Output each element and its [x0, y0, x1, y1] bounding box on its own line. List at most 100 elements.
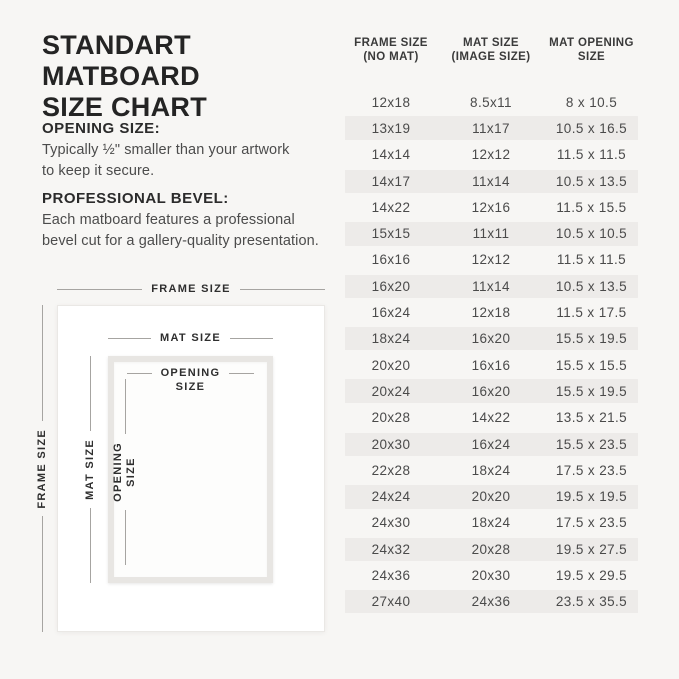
cell-frame-size: 20x28	[371, 410, 411, 426]
cell-mat-opening-size: 15.5 x 19.5	[555, 331, 628, 347]
dimension-line	[89, 507, 91, 584]
cell-mat-size: 20x30	[471, 567, 511, 583]
cell-mat-size: 16x20	[471, 331, 511, 347]
column-header-mat-opening-size: MAT OPENING SIZE	[549, 37, 634, 63]
cell-mat-opening-size: 10.5 x 13.5	[555, 173, 628, 189]
cell-mat-opening-size: 19.5 x 29.5	[555, 567, 628, 583]
size-table-header: FRAME SIZE (NO MAT) MAT SIZE (IMAGE SIZE…	[345, 36, 638, 64]
cell-mat-opening-size: 10.5 x 10.5	[555, 226, 628, 242]
cell-frame-size: 16x20	[371, 278, 411, 294]
table-row: 27x40 24x36 23.5 x 35.5	[345, 588, 638, 615]
mat-rectangle	[108, 356, 273, 583]
table-row: 14x14 12x12 11.5 x 11.5	[345, 142, 638, 168]
cell-mat-size: 12x16	[471, 199, 511, 215]
cell-mat-size: 11x14	[472, 278, 510, 294]
table-row: 24x30 18x24 17.5 x 23.5	[345, 510, 638, 536]
frame-size-vertical-dimension: FRAME SIZE	[35, 305, 49, 632]
table-row: 16x20 11x14 10.5 x 13.5	[345, 273, 638, 300]
mat-size-horizontal-label: MAT SIZE	[160, 332, 221, 344]
dimension-line	[239, 288, 325, 290]
note-professional-bevel-body: Each matboard features a professional be…	[42, 212, 319, 249]
table-row: 24x36 20x30 19.5 x 29.5	[345, 562, 638, 588]
dimension-line	[41, 305, 43, 421]
opening-rectangle	[114, 362, 267, 577]
cell-mat-opening-size: 15.5 x 15.5	[555, 357, 628, 373]
table-row: 20x28 14x22 13.5 x 21.5	[345, 405, 638, 431]
dimension-line	[57, 288, 143, 290]
cell-mat-opening-size: 17.5 x 23.5	[555, 515, 628, 531]
page-title: STANDART MATBOARD SIZE CHART	[42, 30, 352, 123]
size-table-body: 12x18 8.5x11 8 x 10.5 13x19 11x17 10.5 x…	[345, 89, 638, 615]
cell-frame-size: 24x36	[371, 567, 411, 583]
table-row: 20x24 16x20 15.5 x 19.5	[345, 378, 638, 405]
cell-frame-size: 20x30	[371, 436, 411, 452]
dimension-line	[124, 379, 126, 435]
note-professional-bevel: PROFESSIONAL BEVEL: Each matboard featur…	[42, 190, 347, 252]
note-professional-bevel-heading: PROFESSIONAL BEVEL:	[42, 190, 229, 207]
dimension-line	[229, 337, 274, 339]
table-row: 20x20 16x16 15.5 x 15.5	[345, 352, 638, 378]
cell-frame-size: 14x22	[371, 199, 411, 215]
cell-mat-size: 11x14	[472, 173, 510, 189]
cell-mat-size: 24x36	[471, 594, 511, 610]
cell-mat-size: 18x24	[471, 462, 511, 478]
cell-mat-opening-size: 17.5 x 23.5	[555, 462, 628, 478]
cell-mat-opening-size: 15.5 x 19.5	[555, 383, 628, 399]
note-opening-size: OPENING SIZE: Typically ½" smaller than …	[42, 120, 347, 182]
dimension-line	[89, 356, 91, 432]
table-row: 14x22 12x16 11.5 x 15.5	[345, 194, 638, 220]
cell-mat-size: 8.5x11	[470, 94, 512, 110]
cell-mat-size: 20x20	[471, 489, 511, 505]
cell-frame-size: 16x16	[371, 252, 411, 268]
table-row: 13x19 11x17 10.5 x 16.5	[345, 115, 638, 142]
cell-mat-opening-size: 10.5 x 16.5	[555, 120, 628, 136]
cell-mat-opening-size: 13.5 x 21.5	[555, 410, 628, 426]
cell-mat-size: 11x17	[472, 120, 510, 136]
cell-mat-opening-size: 11.5 x 17.5	[556, 305, 627, 321]
column-header-mat-size: MAT SIZE (IMAGE SIZE)	[451, 37, 531, 63]
cell-mat-opening-size: 8 x 10.5	[565, 94, 618, 110]
table-row: 18x24 16x20 15.5 x 19.5	[345, 325, 638, 352]
cell-frame-size: 24x24	[371, 489, 411, 505]
page-title-line2: SIZE CHART	[42, 92, 207, 122]
cell-mat-opening-size: 11.5 x 15.5	[556, 199, 627, 215]
dimension-line	[108, 337, 152, 339]
dimension-line	[124, 509, 126, 565]
cell-mat-size: 12x18	[471, 305, 511, 321]
cell-frame-size: 14x17	[371, 173, 411, 189]
cell-mat-opening-size: 10.5 x 13.5	[555, 278, 628, 294]
cell-frame-size: 20x20	[371, 357, 411, 373]
opening-size-horizontal-dimension: OPENING SIZE	[127, 366, 254, 393]
cell-frame-size: 22x28	[371, 462, 411, 478]
dimension-line	[41, 516, 43, 632]
mat-size-vertical-label: MAT SIZE	[83, 439, 96, 500]
note-opening-size-body: Typically ½" smaller than your artwork t…	[42, 142, 290, 179]
cell-frame-size: 27x40	[371, 594, 411, 610]
cell-mat-opening-size: 15.5 x 23.5	[555, 436, 628, 452]
dimension-line	[229, 373, 254, 374]
frame-size-horizontal-label: FRAME SIZE	[151, 283, 231, 295]
cell-frame-size: 14x14	[371, 147, 411, 163]
cell-frame-size: 12x18	[371, 94, 411, 110]
cell-mat-size: 16x20	[471, 383, 511, 399]
opening-size-vertical-dimension: OPENING SIZE	[111, 379, 139, 565]
cell-mat-size: 14x22	[471, 410, 511, 426]
cell-frame-size: 20x24	[371, 383, 411, 399]
cell-frame-size: 13x19	[371, 120, 411, 136]
cell-mat-size: 12x12	[471, 147, 511, 163]
cell-mat-size: 16x24	[471, 436, 511, 452]
note-opening-size-heading: OPENING SIZE:	[42, 120, 161, 137]
table-row: 20x30 16x24 15.5 x 23.5	[345, 430, 638, 458]
table-row: 12x18 8.5x11 8 x 10.5	[345, 89, 638, 115]
cell-frame-size: 24x30	[371, 515, 411, 531]
table-row: 22x28 18x24 17.5 x 23.5	[345, 457, 638, 483]
cell-mat-opening-size: 11.5 x 11.5	[556, 147, 627, 163]
cell-frame-size: 18x24	[371, 331, 411, 347]
table-row: 14x17 11x14 10.5 x 13.5	[345, 167, 638, 195]
table-row: 24x32 20x28 19.5 x 27.5	[345, 536, 638, 563]
cell-mat-opening-size: 19.5 x 19.5	[555, 489, 628, 505]
cell-mat-size: 11x11	[472, 226, 510, 242]
cell-frame-size: 24x32	[371, 541, 411, 557]
cell-mat-opening-size: 23.5 x 35.5	[555, 594, 628, 610]
